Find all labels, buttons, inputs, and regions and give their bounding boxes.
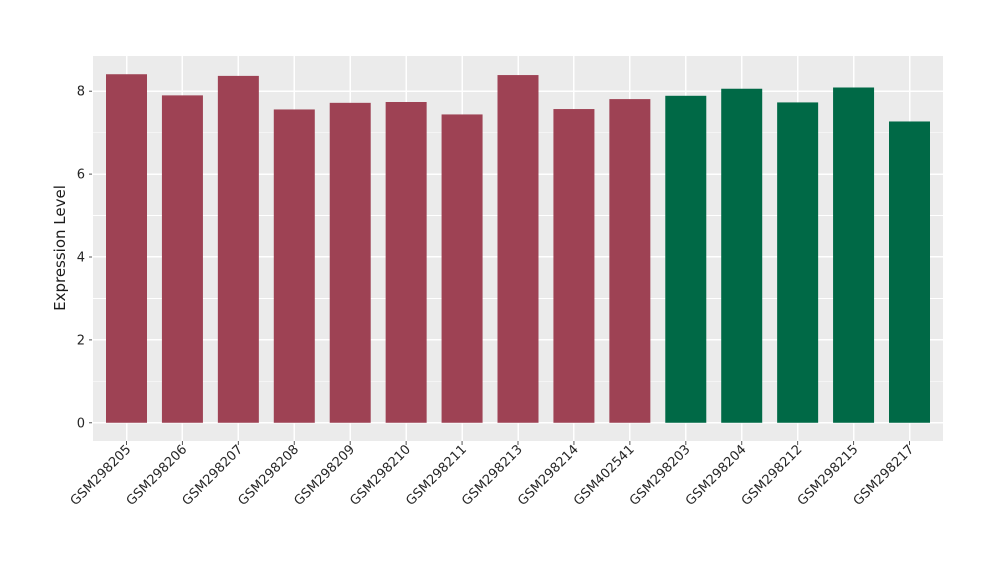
bar-GSM298213 xyxy=(497,75,539,423)
y-tick-label: 4 xyxy=(77,250,85,265)
bar-GSM298210 xyxy=(385,102,427,423)
bar-GSM298204 xyxy=(721,88,763,423)
bar-GSM298207 xyxy=(217,75,259,423)
y-tick-label: 0 xyxy=(77,416,85,431)
bar-GSM298203 xyxy=(665,95,707,423)
bar-GSM298206 xyxy=(161,95,203,423)
bar-GSM298209 xyxy=(329,102,371,423)
bar-GSM298217 xyxy=(889,121,930,423)
bar-GSM298215 xyxy=(833,87,875,423)
bar-GSM402541 xyxy=(609,99,651,423)
bar-GSM298214 xyxy=(553,109,595,423)
bar-GSM298205 xyxy=(106,74,147,423)
y-tick-label: 6 xyxy=(77,168,85,183)
y-tick-label: 2 xyxy=(77,333,85,348)
y-tick-label: 8 xyxy=(77,85,85,100)
bar-GSM298208 xyxy=(273,109,315,423)
bar-GSM298212 xyxy=(777,102,819,423)
y-axis-title: Expression Level xyxy=(51,185,69,311)
bar-GSM298211 xyxy=(441,114,483,423)
